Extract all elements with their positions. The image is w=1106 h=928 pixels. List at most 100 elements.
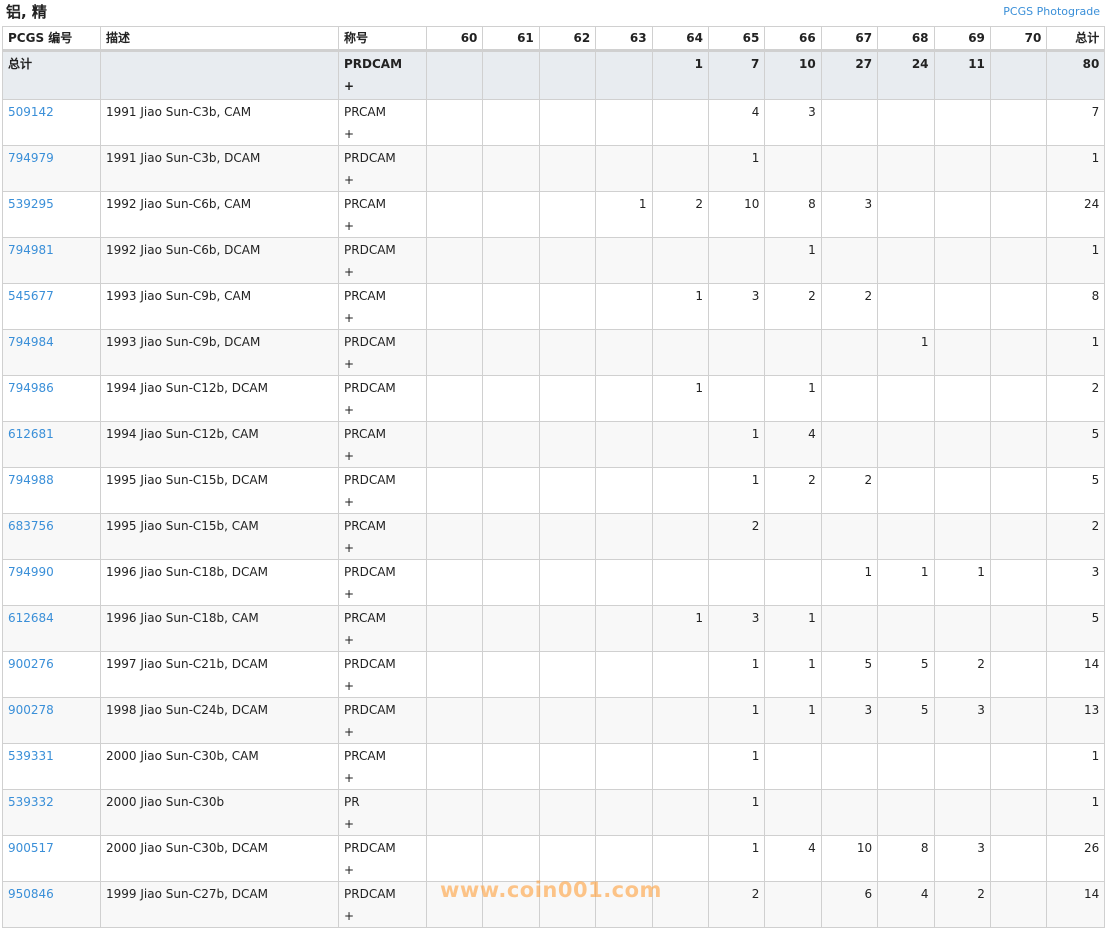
table-row: 794979 1991 Jiao Sun-C3b, DCAM PRDCAM + 1 1: [2, 145, 1106, 192]
grade-count-cell: [482, 237, 540, 284]
pcgs-id-link[interactable]: 900276: [8, 657, 54, 671]
pcgs-id-link[interactable]: 794984: [8, 335, 54, 349]
grade-count-cell: [651, 329, 709, 376]
grade-count-cell: [482, 145, 540, 192]
designation-cell: PRDCAM +: [338, 237, 427, 284]
pcgs-id-cell: 539295: [2, 191, 101, 238]
grade-count-cell: [482, 467, 540, 514]
table-row: 794988 1995 Jiao Sun-C15b, DCAM PRDCAM +1 2…: [2, 467, 1106, 514]
column-header: 61: [482, 26, 540, 52]
column-header: 69: [933, 26, 991, 52]
designation-cell: PRCAM +: [338, 513, 427, 560]
grade-count-cell: 3: [820, 697, 879, 744]
grade-count-cell: 1: [707, 835, 766, 882]
grade-count-cell: [425, 145, 484, 192]
grade-count-cell: 8: [877, 835, 935, 882]
pcgs-id-link[interactable]: 509142: [8, 105, 54, 119]
column-header: 63: [595, 26, 653, 52]
grade-count-cell: [651, 467, 709, 514]
pcgs-id-link[interactable]: 900278: [8, 703, 54, 717]
grade-count-cell: 11: [933, 50, 991, 100]
total-cell: 8: [1046, 283, 1106, 330]
grade-count-cell: 2: [933, 881, 991, 928]
description-cell: 1995 Jiao Sun-C15b, CAM: [100, 513, 339, 560]
grade-count-cell: 1: [764, 237, 822, 284]
pcgs-id-link[interactable]: 612681: [8, 427, 54, 441]
pcgs-photograde-link[interactable]: PCGS Photograde: [1003, 5, 1100, 18]
grade-count-cell: [989, 237, 1048, 284]
grade-count-cell: [989, 467, 1048, 514]
total-cell: 14: [1046, 651, 1106, 698]
grade-count-cell: 1: [764, 605, 822, 652]
grade-count-cell: [933, 513, 991, 560]
grade-count-cell: [651, 145, 709, 192]
pcgs-id-link[interactable]: 545677: [8, 289, 54, 303]
grade-count-cell: [538, 467, 597, 514]
grade-count-cell: [933, 743, 991, 790]
grade-count-cell: [651, 513, 709, 560]
grade-count-cell: [707, 559, 766, 606]
grade-count-cell: [482, 375, 540, 422]
table-row: 900278 1998 Jiao Sun-C24b, DCAM PRDCAM +1 1…: [2, 697, 1106, 744]
grade-count-cell: [595, 50, 653, 100]
total-cell: 3: [1046, 559, 1106, 606]
pcgs-id-link[interactable]: 794988: [8, 473, 54, 487]
pcgs-id-link[interactable]: 950846: [8, 887, 54, 901]
pcgs-id-cell: 794986: [2, 375, 101, 422]
grade-count-cell: [989, 145, 1048, 192]
grade-count-cell: [820, 99, 879, 146]
description-cell: 2000 Jiao Sun-C30b, CAM: [100, 743, 339, 790]
grade-count-cell: [482, 743, 540, 790]
pcgs-id-link[interactable]: 794986: [8, 381, 54, 395]
description-cell: 1991 Jiao Sun-C3b, DCAM: [100, 145, 339, 192]
pcgs-id-cell: 794990: [2, 559, 101, 606]
table-row: 539331 2000 Jiao Sun-C30b, CAM PRCAM + 1 1: [2, 743, 1106, 790]
grade-count-cell: [595, 467, 653, 514]
grade-count-cell: 1: [707, 145, 766, 192]
table-row: 545677 1993 Jiao Sun-C9b, CAM PRCAM +1 3 2 2 8: [2, 283, 1106, 330]
grade-count-cell: [820, 421, 879, 468]
pcgs-id-link[interactable]: 683756: [8, 519, 54, 533]
column-header: PCGS 编号: [2, 26, 101, 52]
pcgs-id-link[interactable]: 539331: [8, 749, 54, 763]
grade-count-cell: [425, 237, 484, 284]
grade-count-cell: [425, 605, 484, 652]
description-cell: 2000 Jiao Sun-C30b, DCAM: [100, 835, 339, 882]
designation-cell: PRDCAM +: [338, 835, 427, 882]
grade-count-cell: 2: [651, 191, 709, 238]
grade-count-cell: [707, 375, 766, 422]
pcgs-id-link[interactable]: 794981: [8, 243, 54, 257]
pcgs-id-cell: 794984: [2, 329, 101, 376]
grade-count-cell: 2: [764, 467, 822, 514]
designation-cell: PRDCAM +: [338, 467, 427, 514]
grade-count-cell: [425, 99, 484, 146]
column-header: 总计: [1046, 26, 1106, 52]
grade-count-cell: [651, 835, 709, 882]
pcgs-id-link[interactable]: 900517: [8, 841, 54, 855]
pcgs-id-link[interactable]: 794979: [8, 151, 54, 165]
description-cell: 1993 Jiao Sun-C9b, DCAM: [100, 329, 339, 376]
total-row: 总计 PRDCAM + 1 7 10 27 24 11 80: [2, 50, 1106, 100]
grade-count-cell: [877, 743, 935, 790]
column-header: 60: [425, 26, 484, 52]
grade-count-cell: 10: [820, 835, 879, 882]
grade-count-cell: [933, 237, 991, 284]
grade-count-cell: [425, 789, 484, 836]
grade-count-cell: [595, 789, 653, 836]
section-header: 铝, 精 PCGS Photograde: [0, 0, 1106, 26]
grade-count-cell: [595, 697, 653, 744]
grade-count-cell: [877, 789, 935, 836]
total-cell: 80: [1046, 50, 1106, 100]
designation-cell: PRDCAM +: [338, 375, 427, 422]
grade-count-cell: [651, 559, 709, 606]
total-cell: 1: [1046, 789, 1106, 836]
grade-count-cell: [425, 513, 484, 560]
grade-count-cell: [482, 559, 540, 606]
grade-count-cell: [933, 191, 991, 238]
pcgs-id-link[interactable]: 612684: [8, 611, 54, 625]
total-cell: 13: [1046, 697, 1106, 744]
pcgs-id-link[interactable]: 794990: [8, 565, 54, 579]
pcgs-id-link[interactable]: 539295: [8, 197, 54, 211]
pcgs-id-link[interactable]: 539332: [8, 795, 54, 809]
designation-cell: PRCAM +: [338, 191, 427, 238]
